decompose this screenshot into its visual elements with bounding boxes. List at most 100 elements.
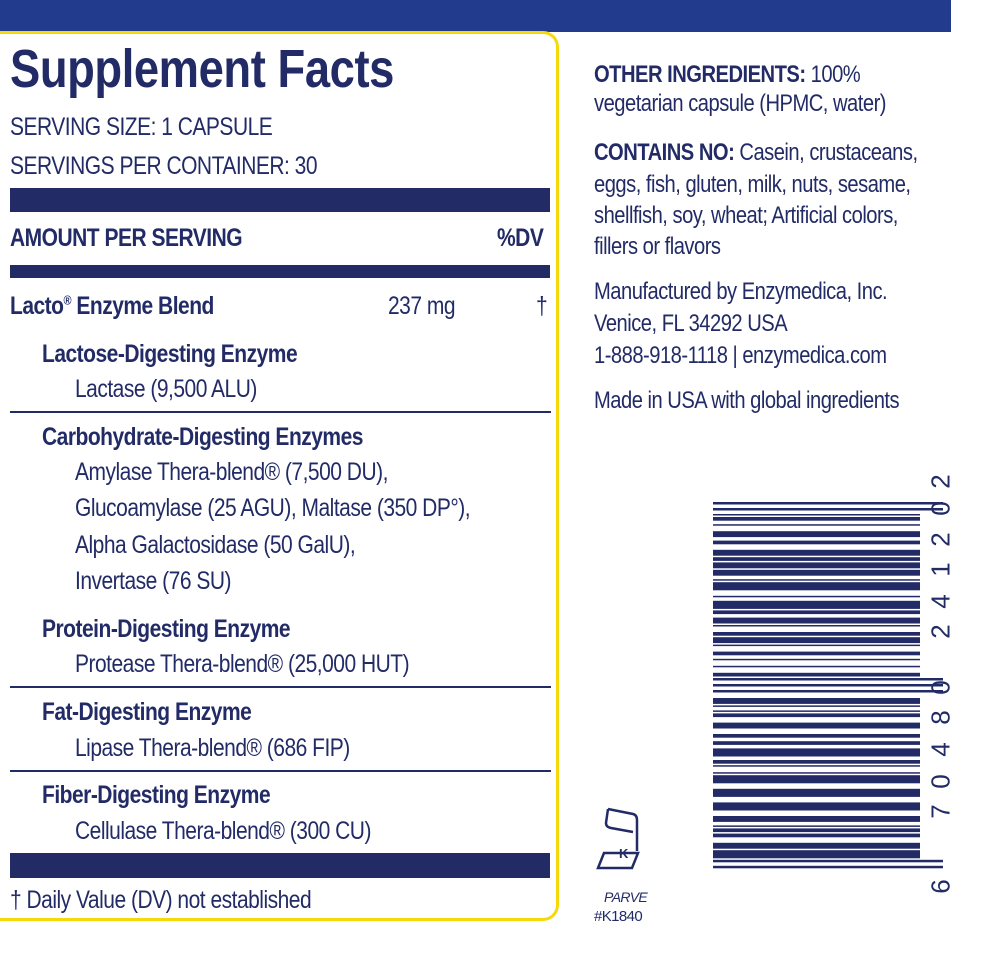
amount-header: AMOUNT PER SERVING [10,224,243,252]
serving-size: SERVING SIZE: 1 CAPSULE [10,113,273,141]
barcode-bar [713,582,920,591]
contact: 1-888-918-1118 | enzymedica.com [594,342,887,369]
other-ingredients-cont: vegetarian capsule (HPMC, water) [594,90,886,117]
barcode-bar [713,524,920,526]
dv-header: %DV [497,224,544,252]
address: Venice, FL 34292 USA [594,310,788,337]
barcode-bar [713,765,920,767]
ingredient-line: Invertase (76 SU) [75,567,232,595]
barcode-bar [713,705,920,707]
ingredient-line: Lactase (9,500 ALU) [75,375,257,403]
barcode-bar [713,672,920,677]
barcode-bar [713,514,920,516]
thin-divider [10,686,551,688]
barcode-bar [713,825,920,827]
barcode-bar [713,833,920,838]
barcode-bar [713,828,920,833]
barcode-bar [713,595,920,598]
blend-dv: † [536,292,548,320]
barcode-digit: 0 [925,680,956,695]
barcode-bar [713,637,920,644]
footnote: † Daily Value (DV) not established [10,886,312,914]
barcode-bar [713,722,920,729]
barcode-bar [713,788,920,797]
barcode-digit: 2 [925,624,956,639]
group-heading: Carbohydrate-Digesting Enzymes [42,423,363,451]
contains-no: CONTAINS NO: Casein, crustaceans, [594,139,918,166]
group-heading: Lactose-Digesting Enzyme [42,340,298,368]
barcode-bar [713,557,920,561]
barcode-digit: 2 [925,474,956,489]
barcode-digit: 1 [925,562,956,577]
blend-amount: 237 mg [388,292,456,320]
barcode-digit: 4 [925,742,956,757]
contains-no-cont: eggs, fish, gluten, milk, nuts, sesame, [594,171,911,198]
kosher-number: #K1840 [594,908,643,925]
barcode-bar [713,508,943,511]
barcode-bar [713,684,943,687]
barcode-digit: 7 [925,804,956,819]
barcode-bar [713,617,920,624]
barcode-bar [713,651,920,656]
ingredient-line: Glucoamylase (25 AGU), Maltase (350 DP°)… [75,494,471,522]
medium-divider [10,265,550,278]
barcode-bar [713,625,920,627]
barcode-bar [713,540,920,545]
barcode-bar [713,678,943,681]
barcode-bar [713,549,920,556]
contains-no-cont: shellfish, soy, wheat; Artificial colors… [594,202,898,229]
servings-per-container: SERVINGS PER CONTAINER: 30 [10,152,318,180]
barcode-bar [713,760,920,764]
barcode-bar [713,802,920,811]
barcode-bar [713,665,920,668]
ingredient-line: Alpha Galactosidase (50 GalU), [75,531,356,559]
barcode-bar [713,517,920,521]
barcode-digit: 4 [925,594,956,609]
barcode-bar [713,644,920,647]
barcode-bar [713,748,920,757]
group-heading: Protein-Digesting Enzyme [42,615,291,643]
other-ingredients: OTHER INGREDIENTS: 100% [594,61,861,88]
barcode-bar [713,600,920,609]
supplement-facts-panel [0,31,559,921]
svg-text:K: K [619,846,629,861]
barcode-bar [713,713,920,718]
ingredient-line: Cellulase Thera-blend® (300 CU) [75,817,371,845]
facts-title: Supplement Facts [10,39,394,99]
barcode-bar [713,734,920,738]
top-band [0,0,951,32]
barcode-bar [713,690,943,693]
barcode-bar [713,610,920,615]
barcode-bar [713,502,943,505]
kosher-status: PARVE [604,889,648,905]
barcode-bar [713,658,920,661]
barcode-bar [713,531,920,538]
barcode-bar [713,741,920,745]
made-in: Made in USA with global ingredients [594,387,900,414]
barcode-bar [713,859,943,863]
ingredient-line: Protease Thera-blend® (25,000 HUT) [75,650,410,678]
contains-no-cont: fillers or flavors [594,233,721,260]
group-heading: Fat-Digesting Enzyme [42,698,252,726]
barcode-bar [713,632,920,636]
thin-divider [10,770,551,772]
group-heading: Fiber-Digesting Enzyme [42,781,271,809]
barcode-digit: 6 [925,879,956,894]
barcode-bar [713,842,920,849]
barcode-digit: 2 [925,532,956,547]
barcode-digit: 0 [925,774,956,789]
manufacturer: Manufactured by Enzymedica, Inc. [594,278,888,305]
barcode-digit: 8 [925,710,956,725]
barcode-bar [713,579,920,581]
ingredient-line: Lipase Thera-blend® (686 FIP) [75,734,350,762]
kosher-k-icon: K [596,807,640,870]
barcode-bar [713,772,920,774]
barcode [713,502,943,869]
thick-divider [10,188,550,212]
barcode-bar [713,850,920,859]
barcode-bar [713,775,920,784]
ingredient-line: Amylase Thera-blend® (7,500 DU), [75,458,388,486]
thin-divider [10,411,551,413]
barcode-bar [713,816,920,822]
barcode-bar [713,698,920,704]
